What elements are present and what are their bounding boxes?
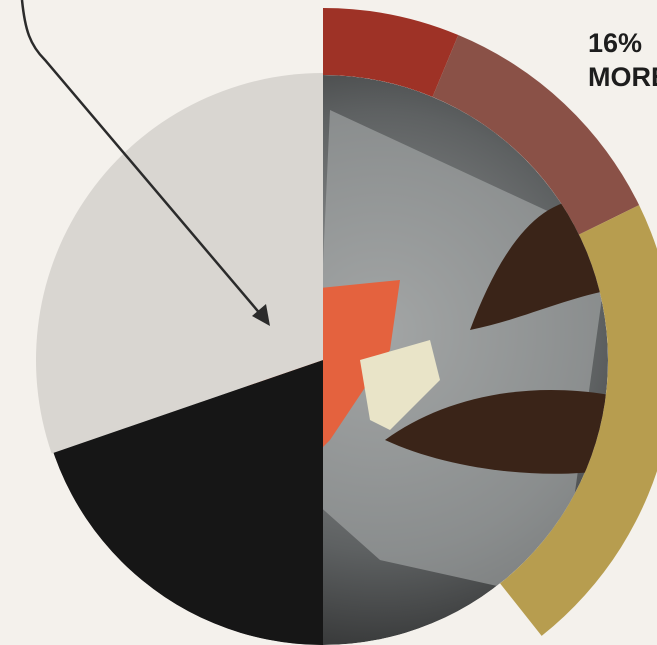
annotation-value: 16% <box>588 28 642 58</box>
hand <box>385 390 608 474</box>
ring-segment <box>432 35 640 235</box>
annotation-text: MORE <box>588 62 657 92</box>
hand <box>470 198 608 330</box>
gray-wedge <box>35 73 323 454</box>
onions <box>360 340 440 430</box>
pointer-head <box>252 304 270 326</box>
pointer-line <box>20 0 263 317</box>
outer-ring <box>323 8 657 636</box>
shadow-wedge <box>48 360 323 645</box>
ring-segment <box>500 205 657 636</box>
ring-segment <box>323 8 459 97</box>
